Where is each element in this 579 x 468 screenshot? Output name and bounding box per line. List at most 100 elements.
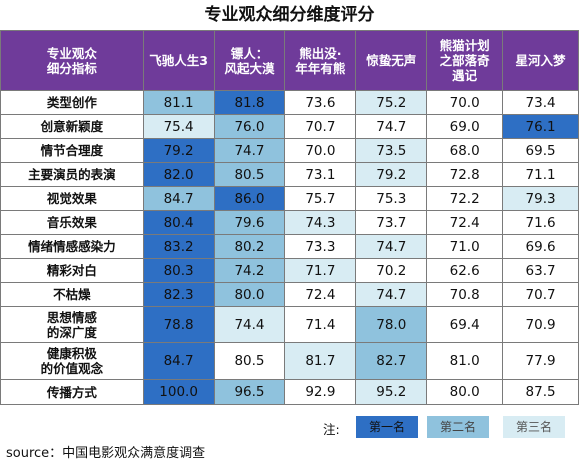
score-cell: 72.8 (426, 162, 504, 187)
score-cell: 81.1 (142, 90, 215, 115)
score-cell: 79.6 (213, 210, 286, 235)
score-cell: 70.9 (502, 306, 579, 343)
score-cell: 74.7 (355, 114, 428, 139)
table-row: 视觉效果 84.7 86.0 75.7 75.3 72.2 79.3 (0, 186, 579, 211)
score-cell: 72.4 (426, 210, 504, 235)
column-header: 镖人： 风起大漠 (213, 30, 286, 91)
score-cell: 63.7 (502, 258, 579, 283)
score-cell: 62.6 (426, 258, 504, 283)
score-cell: 80.4 (142, 210, 215, 235)
score-cell: 81.0 (426, 342, 504, 380)
column-header: 惊蛰无声 (355, 30, 428, 91)
score-cell: 73.3 (284, 234, 357, 259)
score-cell: 71.0 (426, 234, 504, 259)
score-cell: 73.4 (502, 90, 579, 115)
score-cell: 69.4 (426, 306, 504, 343)
score-cell: 76.1 (502, 114, 579, 139)
score-cell: 70.7 (502, 282, 579, 307)
score-cell: 73.7 (355, 210, 428, 235)
score-cell: 70.0 (426, 90, 504, 115)
score-cell: 81.8 (213, 90, 286, 115)
row-header-cell: 专业观众 细分指标 (0, 30, 144, 91)
row-label: 情节合理度 (0, 138, 144, 163)
score-cell: 81.7 (284, 342, 357, 380)
score-cell: 95.2 (355, 379, 428, 405)
score-cell: 70.7 (284, 114, 357, 139)
row-label: 不枯燥 (0, 282, 144, 307)
row-label: 情绪情感感染力 (0, 234, 144, 259)
score-cell: 96.5 (213, 379, 286, 405)
column-header: 飞驰人生3 (142, 30, 215, 91)
row-label: 音乐效果 (0, 210, 144, 235)
column-header-text: 飞驰人生3 (149, 53, 208, 68)
column-header-text: 星河入梦 (515, 53, 566, 68)
score-cell: 82.0 (142, 162, 215, 187)
score-cell: 79.2 (142, 138, 215, 163)
score-cell: 74.7 (355, 234, 428, 259)
score-cell: 82.7 (355, 342, 428, 380)
score-cell: 71.6 (502, 210, 579, 235)
column-header: 星河入梦 (502, 30, 579, 91)
table-row: 创意新颖度 75.4 76.0 70.7 74.7 69.0 76.1 (0, 114, 579, 139)
table-row: 音乐效果 80.4 79.6 74.3 73.7 72.4 71.6 (0, 210, 579, 235)
source-note: source：中国电影观众满意度调查 (6, 446, 206, 461)
table-row: 精彩对白 80.3 74.2 71.7 70.2 62.6 63.7 (0, 258, 579, 283)
row-label: 创意新颖度 (0, 114, 144, 139)
table-row: 思想情感 的深广度 78.8 74.4 71.4 78.0 69.4 70.9 (0, 306, 579, 343)
score-cell: 69.6 (502, 234, 579, 259)
column-header-text: 镖人： 风起大漠 (224, 45, 275, 76)
table-body: 类型创作 81.1 81.8 73.6 75.2 70.0 73.4 创意新颖度 75.4 76.… (0, 90, 579, 405)
score-cell: 73.6 (284, 90, 357, 115)
score-table: 专业观众 细分指标 飞驰人生3 镖人： 风起大漠 熊出没· 年年有熊 惊蛰无声 熊猫计… (0, 30, 579, 405)
column-header-text: 惊蛰无声 (366, 53, 417, 68)
score-cell: 75.3 (355, 186, 428, 211)
score-cell: 74.7 (355, 282, 428, 307)
score-cell: 75.4 (142, 114, 215, 139)
score-cell: 69.0 (426, 114, 504, 139)
row-header-text: 专业观众 细分指标 (46, 45, 97, 76)
score-cell: 79.2 (355, 162, 428, 187)
score-cell: 78.8 (142, 306, 215, 343)
score-cell: 83.2 (142, 234, 215, 259)
score-cell: 80.3 (142, 258, 215, 283)
score-cell: 74.3 (284, 210, 357, 235)
score-cell: 76.0 (213, 114, 286, 139)
row-label: 传播方式 (0, 379, 144, 405)
score-cell: 84.7 (142, 342, 215, 380)
table-row: 情节合理度 79.2 74.7 70.0 73.5 68.0 69.5 (0, 138, 579, 163)
score-cell: 74.4 (213, 306, 286, 343)
score-cell: 82.3 (142, 282, 215, 307)
score-cell: 72.2 (426, 186, 504, 211)
score-cell: 80.0 (213, 282, 286, 307)
legend-second: 第二名 (427, 416, 489, 438)
table-row: 不枯燥 82.3 80.0 72.4 74.7 70.8 70.7 (0, 282, 579, 307)
score-cell: 72.4 (284, 282, 357, 307)
score-cell: 80.0 (426, 379, 504, 405)
table-row: 传播方式 100.0 96.5 92.9 95.2 80.0 87.5 (0, 379, 579, 405)
legend-note: 注: (323, 422, 340, 437)
chart-title: 专业观众细分维度评分 (204, 5, 375, 25)
score-cell: 74.7 (213, 138, 286, 163)
score-cell: 78.0 (355, 306, 428, 343)
score-cell: 71.7 (284, 258, 357, 283)
row-label: 思想情感 的深广度 (0, 306, 144, 343)
score-cell: 70.2 (355, 258, 428, 283)
score-cell: 70.8 (426, 282, 504, 307)
row-label: 类型创作 (0, 90, 144, 115)
table-row: 健康积极 的价值观念 84.7 80.5 81.7 82.7 81.0 77.9 (0, 342, 579, 380)
row-label: 健康积极 的价值观念 (0, 342, 144, 380)
score-cell: 73.1 (284, 162, 357, 187)
table-row: 类型创作 81.1 81.8 73.6 75.2 70.0 73.4 (0, 90, 579, 115)
score-cell: 74.2 (213, 258, 286, 283)
score-cell: 80.5 (213, 162, 286, 187)
score-cell: 86.0 (213, 186, 286, 211)
column-header: 熊猫计划 之部落奇 遇记 (426, 30, 504, 91)
legend-first: 第一名 (356, 416, 418, 438)
score-cell: 75.2 (355, 90, 428, 115)
score-cell: 92.9 (284, 379, 357, 405)
score-cell: 80.2 (213, 234, 286, 259)
row-label: 视觉效果 (0, 186, 144, 211)
legend: 注: 第一名 第二名 第三名 (0, 413, 579, 441)
score-cell: 77.9 (502, 342, 579, 380)
